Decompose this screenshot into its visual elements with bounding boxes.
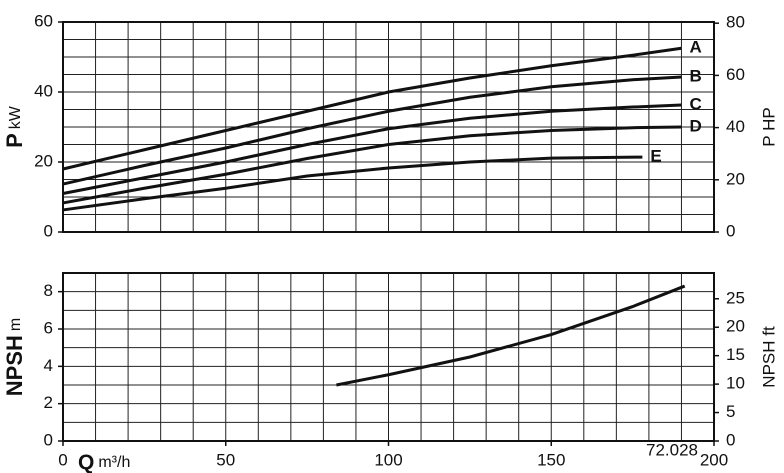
x-tick-label: 100 (374, 450, 402, 469)
y-axis-label-unit: m (7, 318, 24, 331)
y2-tick-label: 25 (726, 288, 745, 307)
curve (62, 46, 682, 171)
y2-tick-label: 10 (726, 374, 745, 393)
y-tick-label: 4 (44, 356, 53, 375)
y-axis-label: PkW (2, 105, 27, 148)
y-tick-label: 40 (34, 81, 53, 100)
curve (62, 103, 682, 195)
x-tick-label: 0 (58, 450, 67, 469)
x-tick-label: 50 (216, 450, 235, 469)
y-tick-label: 0 (44, 430, 53, 449)
y2-tick-label: 60 (726, 65, 745, 84)
y-axis-label-unit: kW (7, 105, 24, 129)
y2-tick-label: 0 (726, 430, 735, 449)
y-tick-label: 60 (34, 11, 53, 30)
y2-tick-label: 5 (726, 402, 735, 421)
y2-tick-label: 15 (726, 345, 745, 364)
y-tick-label: 6 (44, 318, 53, 337)
x-tick-label: 150 (537, 450, 565, 469)
y-axis-label-main: NPSH (2, 335, 27, 396)
curve-label: C (689, 94, 701, 113)
y2-tick-label: 20 (726, 317, 745, 336)
curve (62, 125, 682, 205)
y-tick-label: 0 (44, 221, 53, 240)
y-tick-label: 8 (44, 281, 53, 300)
curve-label: B (689, 66, 701, 85)
y2-tick-label: 0 (726, 221, 735, 240)
y2-tick-label: 80 (726, 13, 745, 32)
x-tick-label: 200 (700, 450, 728, 469)
annotation: 72.028 (646, 440, 698, 459)
x-axis-label-main: Q (78, 451, 94, 473)
y-tick-label: 2 (44, 393, 53, 412)
y2-axis-label: P HP (759, 107, 778, 146)
y-tick-label: 20 (34, 151, 53, 170)
curve (336, 284, 686, 387)
curve (62, 155, 643, 212)
y2-tick-label: 40 (726, 117, 745, 136)
y2-axis-label: NPSH ft (759, 326, 778, 388)
y2-tick-label: 20 (726, 169, 745, 188)
curve-label: E (650, 147, 661, 166)
y-axis-label: NPSH m (2, 318, 27, 396)
x-axis-label-unit: m³/h (98, 454, 130, 471)
y-axis-label-main: P (2, 133, 27, 148)
curve (62, 75, 682, 186)
curve-label: A (689, 38, 701, 57)
curve-label: D (689, 116, 701, 135)
